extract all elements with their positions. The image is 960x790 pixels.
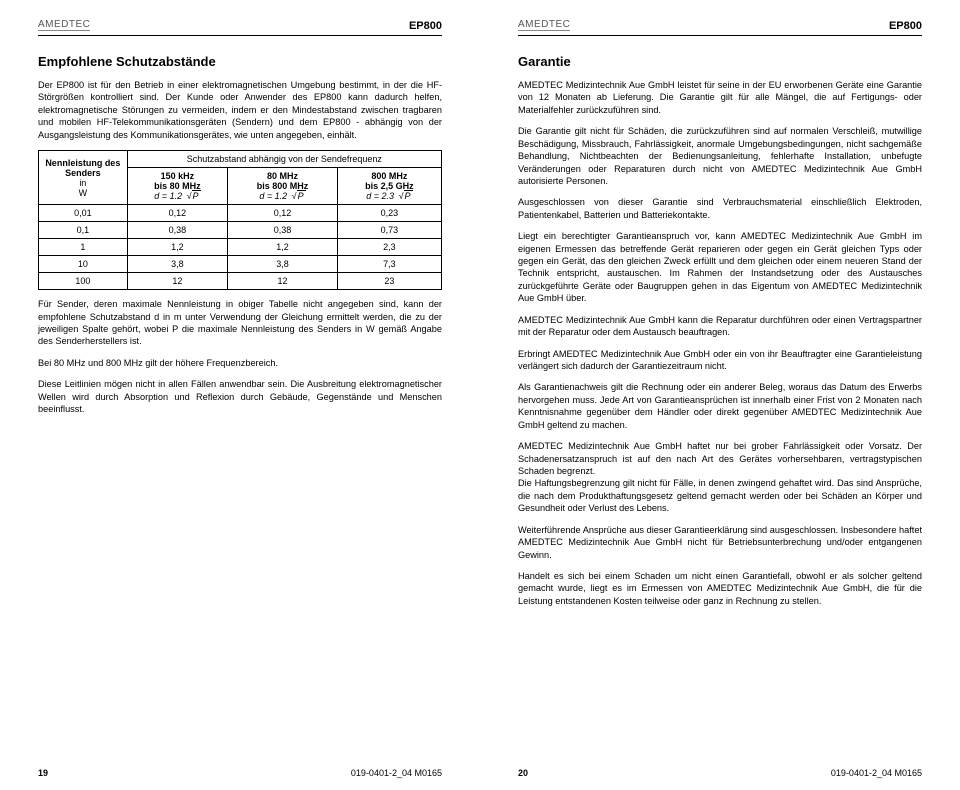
table-cell: 1 [39, 239, 128, 256]
table-cell: 0,38 [127, 222, 228, 239]
table-cell: 3,8 [228, 256, 338, 273]
warranty-p8: AMEDTEC Medizintechnik Aue GmbH haftet n… [518, 440, 922, 515]
left-note-3: Diese Leitlinien mögen nicht in allen Fä… [38, 378, 442, 415]
warranty-p4: Liegt ein berechtigter Garantieanspruch … [518, 230, 922, 305]
table-cell: 0,38 [228, 222, 338, 239]
doc-id-right: 019-0401-2_04 M0165 [831, 768, 922, 778]
warranty-p9: Weiterführende Ansprüche aus dieser Gara… [518, 524, 922, 561]
table-cell: 0,23 [337, 205, 441, 222]
table-cell: 12 [228, 273, 338, 290]
warranty-p6: Erbringt AMEDTEC Medizintechnik Aue GmbH… [518, 348, 922, 373]
warranty-p3: Ausgeschlossen von dieser Garantie sind … [518, 196, 922, 221]
left-note-1: Für Sender, deren maximale Nennleistung … [38, 298, 442, 348]
table-cell: 0,1 [39, 222, 128, 239]
table-cell: 0,01 [39, 205, 128, 222]
table-cell: 7,3 [337, 256, 441, 273]
footer-right: 20 019-0401-2_04 M0165 [518, 768, 922, 778]
left-intro-text: Der EP800 ist für den Betrieb in einer e… [38, 79, 442, 141]
right-page: AMEDTEC EP800 Garantie AMEDTEC Medizinte… [480, 0, 960, 790]
table-cell: 12 [127, 273, 228, 290]
table-rowheader: Nennleistung des Senders in W [39, 151, 128, 205]
separation-distance-table: Nennleistung des Senders in W Schutzabst… [38, 150, 442, 290]
freq-col-2: 800 MHz bis 2,5 GHz d = 2.3 P [337, 168, 441, 205]
table-cell: 2,3 [337, 239, 441, 256]
page-number-left: 19 [38, 768, 48, 778]
table-cell: 0,73 [337, 222, 441, 239]
brand-logo: AMEDTEC [518, 20, 570, 31]
table-row: 0,010,120,120,23 [39, 205, 442, 222]
warranty-p10: Handelt es sich bei einem Schaden um nic… [518, 570, 922, 607]
warranty-p7: Als Garantienachweis gilt die Rechnung o… [518, 381, 922, 431]
warranty-p1: AMEDTEC Medizintechnik Aue GmbH leistet … [518, 79, 922, 116]
right-section-title: Garantie [518, 54, 922, 69]
model-label: EP800 [409, 20, 442, 32]
freq-col-1: 80 MHz bis 800 MHz d = 1.2 P [228, 168, 338, 205]
page-number-right: 20 [518, 768, 528, 778]
table-row: 100121223 [39, 273, 442, 290]
table-cell: 0,12 [127, 205, 228, 222]
left-section-title: Empfohlene Schutzabstände [38, 54, 442, 69]
table-cell: 1,2 [228, 239, 338, 256]
header-right: AMEDTEC EP800 [518, 18, 922, 36]
table-merged-header: Schutzabstand abhängig von der Sendefreq… [127, 151, 441, 168]
table-row: 0,10,380,380,73 [39, 222, 442, 239]
left-page: AMEDTEC EP800 Empfohlene Schutzabstände … [0, 0, 480, 790]
table-cell: 3,8 [127, 256, 228, 273]
warranty-p2: Die Garantie gilt nicht für Schäden, die… [518, 125, 922, 187]
table-row: 11,21,22,3 [39, 239, 442, 256]
table-cell: 23 [337, 273, 441, 290]
brand-logo: AMEDTEC [38, 20, 90, 31]
doc-id-left: 019-0401-2_04 M0165 [351, 768, 442, 778]
table-row: 103,83,87,3 [39, 256, 442, 273]
header-left: AMEDTEC EP800 [38, 18, 442, 36]
table-cell: 10 [39, 256, 128, 273]
left-note-2: Bei 80 MHz und 800 MHz gilt der höhere F… [38, 357, 442, 369]
warranty-p5: AMEDTEC Medizintechnik Aue GmbH kann die… [518, 314, 922, 339]
table-cell: 0,12 [228, 205, 338, 222]
model-label: EP800 [889, 20, 922, 32]
freq-col-0: 150 kHz bis 80 MHz d = 1.2 P [127, 168, 228, 205]
footer-left: 19 019-0401-2_04 M0165 [38, 768, 442, 778]
table-cell: 1,2 [127, 239, 228, 256]
table-cell: 100 [39, 273, 128, 290]
